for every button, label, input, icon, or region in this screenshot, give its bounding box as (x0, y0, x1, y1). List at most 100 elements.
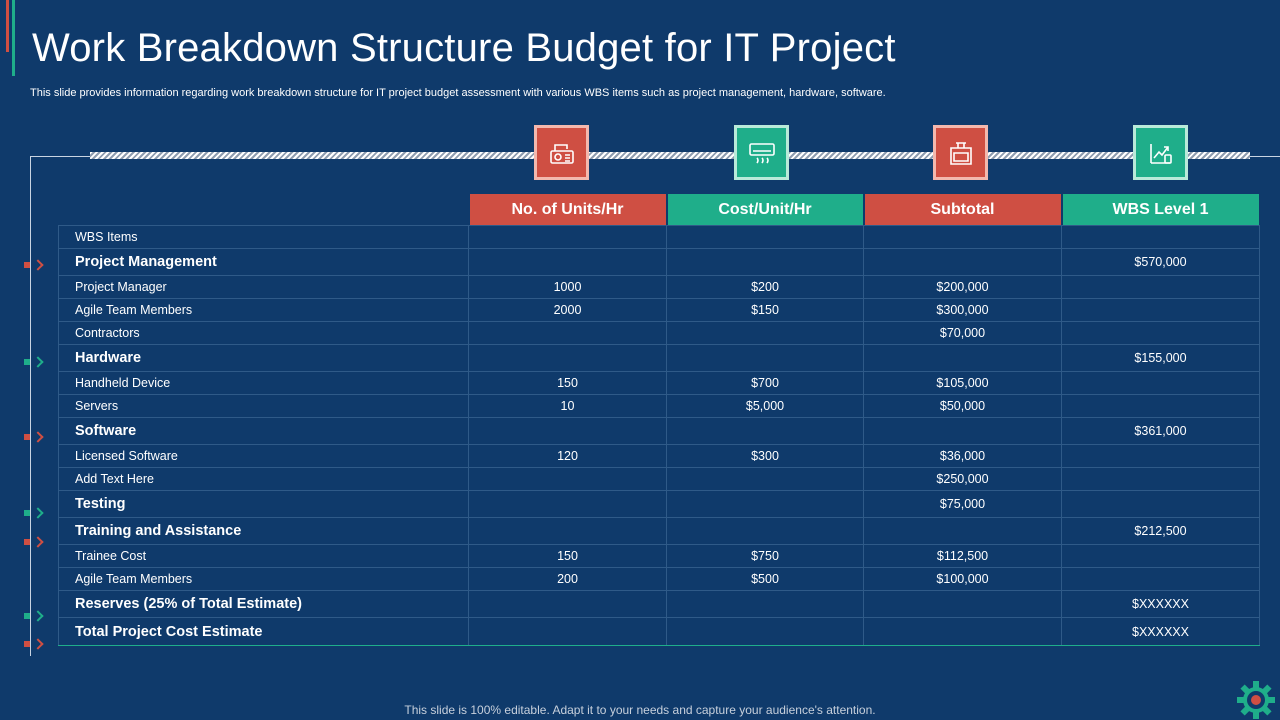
subtotal-cell: $105,000 (863, 371, 1062, 395)
cost-cell (666, 344, 864, 372)
chevron-marker-icon (24, 259, 46, 271)
table-row: Licensed Software 120 $300 $36,000 (58, 444, 1260, 468)
level1-cell (1061, 321, 1260, 345)
cost-cell (666, 321, 864, 345)
cost-cell (666, 490, 864, 518)
subtotal-cell (863, 590, 1062, 618)
wbs-item-cell: Project Management (58, 248, 469, 276)
wbs-item-cell: Add Text Here (58, 467, 469, 491)
cost-cell (666, 590, 864, 618)
level1-cell (1061, 394, 1260, 418)
header-cost: Cost/Unit/Hr (667, 194, 863, 225)
level1-cell (1061, 567, 1260, 591)
timeline-connector-right (1248, 156, 1280, 157)
units-cell (468, 321, 667, 345)
subtotal-cell: $100,000 (863, 567, 1062, 591)
chevron-marker-icon (24, 431, 46, 443)
wbs-item-cell: Handheld Device (58, 371, 469, 395)
timeline-vertical-line (30, 156, 31, 656)
units-cell (468, 517, 667, 545)
cost-cell (666, 517, 864, 545)
wbs-item-cell: Licensed Software (58, 444, 469, 468)
units-cell (468, 467, 667, 491)
chevron-marker-icon (24, 507, 46, 519)
wbs-item-cell: Hardware (58, 344, 469, 372)
subtotal-cell: $250,000 (863, 467, 1062, 491)
kitchen-stove-icon (933, 125, 988, 180)
title-accent-bar-green (12, 0, 15, 76)
wbs-item-cell: Total Project Cost Estimate (58, 617, 469, 646)
subtotal-cell (863, 417, 1062, 445)
cost-cell: $200 (666, 275, 864, 299)
units-cell (468, 617, 667, 646)
level1-cell: $570,000 (1061, 248, 1260, 276)
cost-cell (666, 225, 864, 249)
level1-cell: $361,000 (1061, 417, 1260, 445)
cost-cell: $500 (666, 567, 864, 591)
wbs-item-cell: Agile Team Members (58, 567, 469, 591)
chevron-marker-icon (24, 638, 46, 650)
rope-divider (90, 152, 1250, 159)
level1-cell: $XXXXXX (1061, 617, 1260, 646)
subtotal-cell: $112,500 (863, 544, 1062, 568)
level1-cell (1061, 225, 1260, 249)
wbs-item-cell: Agile Team Members (58, 298, 469, 322)
units-cell: 10 (468, 394, 667, 418)
cost-cell: $700 (666, 371, 864, 395)
level1-cell (1061, 490, 1260, 518)
units-cell (468, 344, 667, 372)
table-row: Testing $75,000 (58, 490, 1260, 518)
subtotal-cell (863, 248, 1062, 276)
cost-cell: $300 (666, 444, 864, 468)
subtotal-cell: $36,000 (863, 444, 1062, 468)
page-title: Work Breakdown Structure Budget for IT P… (32, 26, 896, 70)
units-cell (468, 225, 667, 249)
table-row: Total Project Cost Estimate $XXXXXX (58, 617, 1260, 646)
table-header-row: No. of Units/Hr Cost/Unit/Hr Subtotal WB… (59, 194, 1260, 226)
wbs-item-cell: Trainee Cost (58, 544, 469, 568)
growth-chart-hand-icon (1133, 125, 1188, 180)
chevron-marker-icon (24, 356, 46, 368)
level1-cell: $155,000 (1061, 344, 1260, 372)
level1-cell: $XXXXXX (1061, 590, 1260, 618)
cost-cell (666, 467, 864, 491)
table-row: Project Manager 1000 $200 $200,000 (58, 275, 1260, 299)
wbs-item-cell: Testing (58, 490, 469, 518)
cost-cell: $5,000 (666, 394, 864, 418)
units-cell: 150 (468, 544, 667, 568)
units-cell: 120 (468, 444, 667, 468)
level1-cell: $212,500 (1061, 517, 1260, 545)
units-cell (468, 417, 667, 445)
wbs-item-cell: Project Manager (58, 275, 469, 299)
subtotal-cell (863, 517, 1062, 545)
units-cell (468, 590, 667, 618)
level1-cell (1061, 544, 1260, 568)
cash-register-icon (534, 125, 589, 180)
table-row: Software $361,000 (58, 417, 1260, 445)
table-row: Agile Team Members 2000 $150 $300,000 (58, 298, 1260, 322)
footer-note: This slide is 100% editable. Adapt it to… (404, 703, 876, 717)
timeline-connector (30, 156, 92, 157)
units-cell: 200 (468, 567, 667, 591)
chevron-marker-icon (24, 536, 46, 548)
cost-cell (666, 417, 864, 445)
level1-cell (1061, 444, 1260, 468)
cost-cell (666, 248, 864, 276)
units-cell: 2000 (468, 298, 667, 322)
table-row: Handheld Device 150 $700 $105,000 (58, 371, 1260, 395)
table-row: Trainee Cost 150 $750 $112,500 (58, 544, 1260, 568)
air-conditioner-icon (734, 125, 789, 180)
table-row: Contractors $70,000 (58, 321, 1260, 345)
subtotal-cell: $70,000 (863, 321, 1062, 345)
units-cell: 1000 (468, 275, 667, 299)
level1-cell (1061, 467, 1260, 491)
table-row: WBS Items (58, 225, 1260, 249)
cost-cell: $750 (666, 544, 864, 568)
subtotal-cell: $300,000 (863, 298, 1062, 322)
units-cell: 150 (468, 371, 667, 395)
subtotal-cell (863, 225, 1062, 249)
level1-cell (1061, 298, 1260, 322)
units-cell (468, 490, 667, 518)
header-units: No. of Units/Hr (469, 194, 666, 225)
page-subtitle: This slide provides information regardin… (30, 87, 886, 99)
